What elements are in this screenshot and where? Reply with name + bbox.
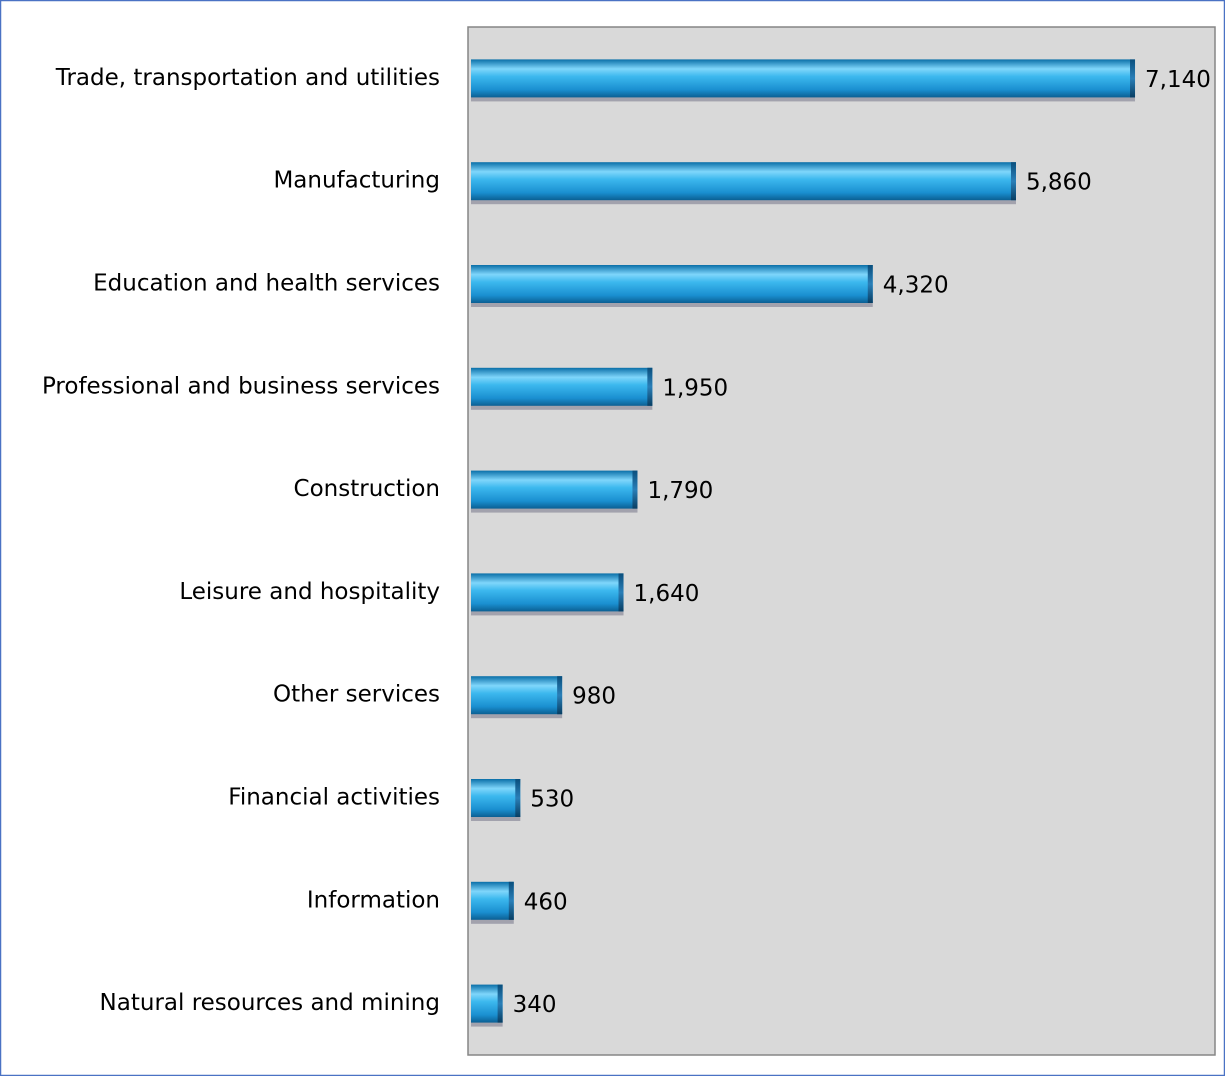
value-label: 7,140 xyxy=(1145,67,1211,93)
bar-end-cap xyxy=(497,984,503,1023)
bar-shadow xyxy=(471,506,638,513)
value-label: 980 xyxy=(572,684,616,710)
category-label: Trade, transportation and utilities xyxy=(55,65,440,91)
category-label: Natural resources and mining xyxy=(100,990,440,1016)
bar-end-cap xyxy=(1010,162,1016,201)
category-label: Financial activities xyxy=(228,785,440,811)
value-label: 5,860 xyxy=(1026,170,1092,196)
bar xyxy=(471,59,1136,98)
bar-shadow xyxy=(471,609,624,616)
bar xyxy=(471,984,503,1023)
value-label: 340 xyxy=(513,992,557,1018)
bar xyxy=(471,265,873,303)
bar xyxy=(471,676,563,715)
bar-shadow xyxy=(471,815,521,821)
bar xyxy=(471,881,514,920)
category-label: Professional and business services xyxy=(42,373,440,399)
bar xyxy=(471,573,624,612)
value-label: 530 xyxy=(530,787,574,813)
bar-shadow xyxy=(471,712,563,719)
value-label: 1,640 xyxy=(634,581,700,607)
category-label: Information xyxy=(307,887,440,913)
bar-shadow xyxy=(471,301,873,307)
bar-end-cap xyxy=(557,676,563,715)
category-label: Leisure and hospitality xyxy=(179,579,440,605)
bar-end-cap xyxy=(1130,59,1136,98)
bar-shadow xyxy=(471,198,1016,205)
bar-end-cap xyxy=(508,881,514,920)
value-label: 1,950 xyxy=(662,375,728,401)
value-label: 4,320 xyxy=(883,273,949,299)
value-label: 1,790 xyxy=(647,478,713,504)
category-label: Construction xyxy=(294,476,440,502)
bar xyxy=(471,779,521,817)
bar xyxy=(471,367,653,406)
bar-end-cap xyxy=(632,470,638,509)
category-label: Manufacturing xyxy=(273,168,440,194)
bar-shadow xyxy=(471,403,653,410)
bar xyxy=(471,162,1016,201)
bar-shadow xyxy=(471,917,514,924)
bar-end-cap xyxy=(647,367,653,406)
bar-end-cap xyxy=(515,779,521,817)
category-label: Education and health services xyxy=(93,271,440,297)
value-label: 460 xyxy=(524,889,568,915)
bar-end-cap xyxy=(867,265,873,303)
bar-shadow xyxy=(471,1020,503,1027)
bar-end-cap xyxy=(618,573,624,612)
category-label: Other services xyxy=(273,682,440,708)
bar xyxy=(471,470,638,509)
bar-shadow xyxy=(471,95,1136,102)
